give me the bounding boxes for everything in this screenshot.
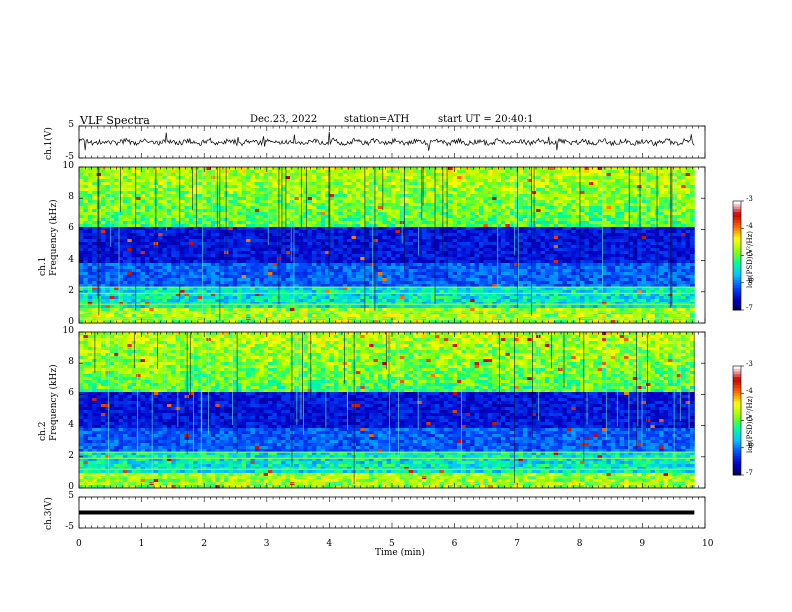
- date-label: Dec.23, 2022: [250, 114, 318, 125]
- ch2-spectrogram-colorbar-tick: -3: [746, 360, 753, 368]
- ch2-spectrogram-colorbar-tick: -4: [746, 387, 753, 396]
- x-tick-label: 9: [639, 539, 646, 549]
- ch3-waveform-ytick: 5: [68, 491, 74, 501]
- ch2-spectrogram-colorbar-tick: -6: [746, 441, 753, 450]
- ch1-spectrogram-ytick: 2: [68, 285, 74, 296]
- ch1-spectrogram-ytick: 4: [68, 254, 74, 265]
- x-tick-label: 10: [702, 539, 714, 549]
- ch2-spectrogram-colorbar: [732, 365, 744, 476]
- x-tick-label: 7: [514, 539, 520, 549]
- ch1-waveform-ytick: -5: [65, 152, 74, 162]
- ch2-spectrogram-colorbar-tick: -5: [746, 414, 753, 423]
- ch2-spectrogram-ytick: 4: [68, 419, 74, 430]
- ch2-spectrogram-colorbar-tick: -7: [746, 469, 753, 477]
- x-tick-label: 5: [389, 539, 395, 549]
- ch1-spectrogram-ytick: 0: [68, 317, 74, 327]
- start-time-label: start UT = 20:40:1: [438, 114, 534, 125]
- station-label: station=ATH: [344, 114, 410, 125]
- ch1-spectrogram-ylabel-freq: Frequency (kHz): [49, 199, 59, 276]
- ch2-spectrogram-ylabel-freq: Frequency (kHz): [49, 364, 59, 441]
- ch1-spectrogram-colorbar-tick: -7: [746, 304, 753, 312]
- x-tick-label: 2: [201, 539, 207, 549]
- x-axis-label: Time (min): [375, 548, 425, 558]
- ch1-waveform-ylabel: ch.1(V): [44, 127, 54, 160]
- ch2-spectrogram-ylabel-channel: ch.2: [38, 421, 48, 441]
- ch1-waveform-trace: [78, 131, 695, 151]
- ch1-spectrogram-colorbar-tick: -6: [746, 276, 753, 285]
- ch1-spectrogram-colorbar-tick: -4: [746, 222, 753, 231]
- ch1-spectrogram-ytick: 8: [68, 192, 74, 203]
- ch1-spectrogram-colorbar-tick: -3: [746, 195, 753, 203]
- ch2-spectrogram-ytick: 6: [68, 388, 74, 399]
- ch3-waveform-ylabel: ch.3(V): [44, 497, 54, 530]
- x-tick-label: 8: [576, 539, 583, 549]
- x-tick-label: 6: [451, 539, 458, 549]
- x-tick-label: 1: [138, 539, 145, 549]
- ch2-spectrogram: [79, 332, 695, 489]
- ch1-waveform-ytick: 5: [68, 120, 74, 130]
- ch3-waveform-ytick: -5: [65, 522, 74, 532]
- ch1-spectrogram-ytick: 10: [62, 161, 74, 171]
- ch2-spectrogram-ytick: 10: [62, 326, 74, 336]
- ch2-spectrogram-ytick: 2: [68, 450, 74, 461]
- ch1-spectrogram: [79, 167, 695, 324]
- ch2-spectrogram-ytick: 0: [68, 482, 74, 492]
- x-tick-label: 3: [263, 539, 270, 549]
- ch1-spectrogram-colorbar: [732, 200, 744, 311]
- x-tick-label: 0: [76, 539, 82, 549]
- ch2-spectrogram-ytick: 8: [68, 357, 74, 368]
- ch1-spectrogram-colorbar-tick: -5: [746, 249, 753, 258]
- ch1-spectrogram-ytick: 6: [68, 223, 74, 234]
- ch1-spectrogram-ylabel-channel: ch.1: [38, 256, 48, 276]
- figure-title: VLF Spectra: [80, 114, 150, 127]
- x-tick-label: 4: [326, 539, 333, 549]
